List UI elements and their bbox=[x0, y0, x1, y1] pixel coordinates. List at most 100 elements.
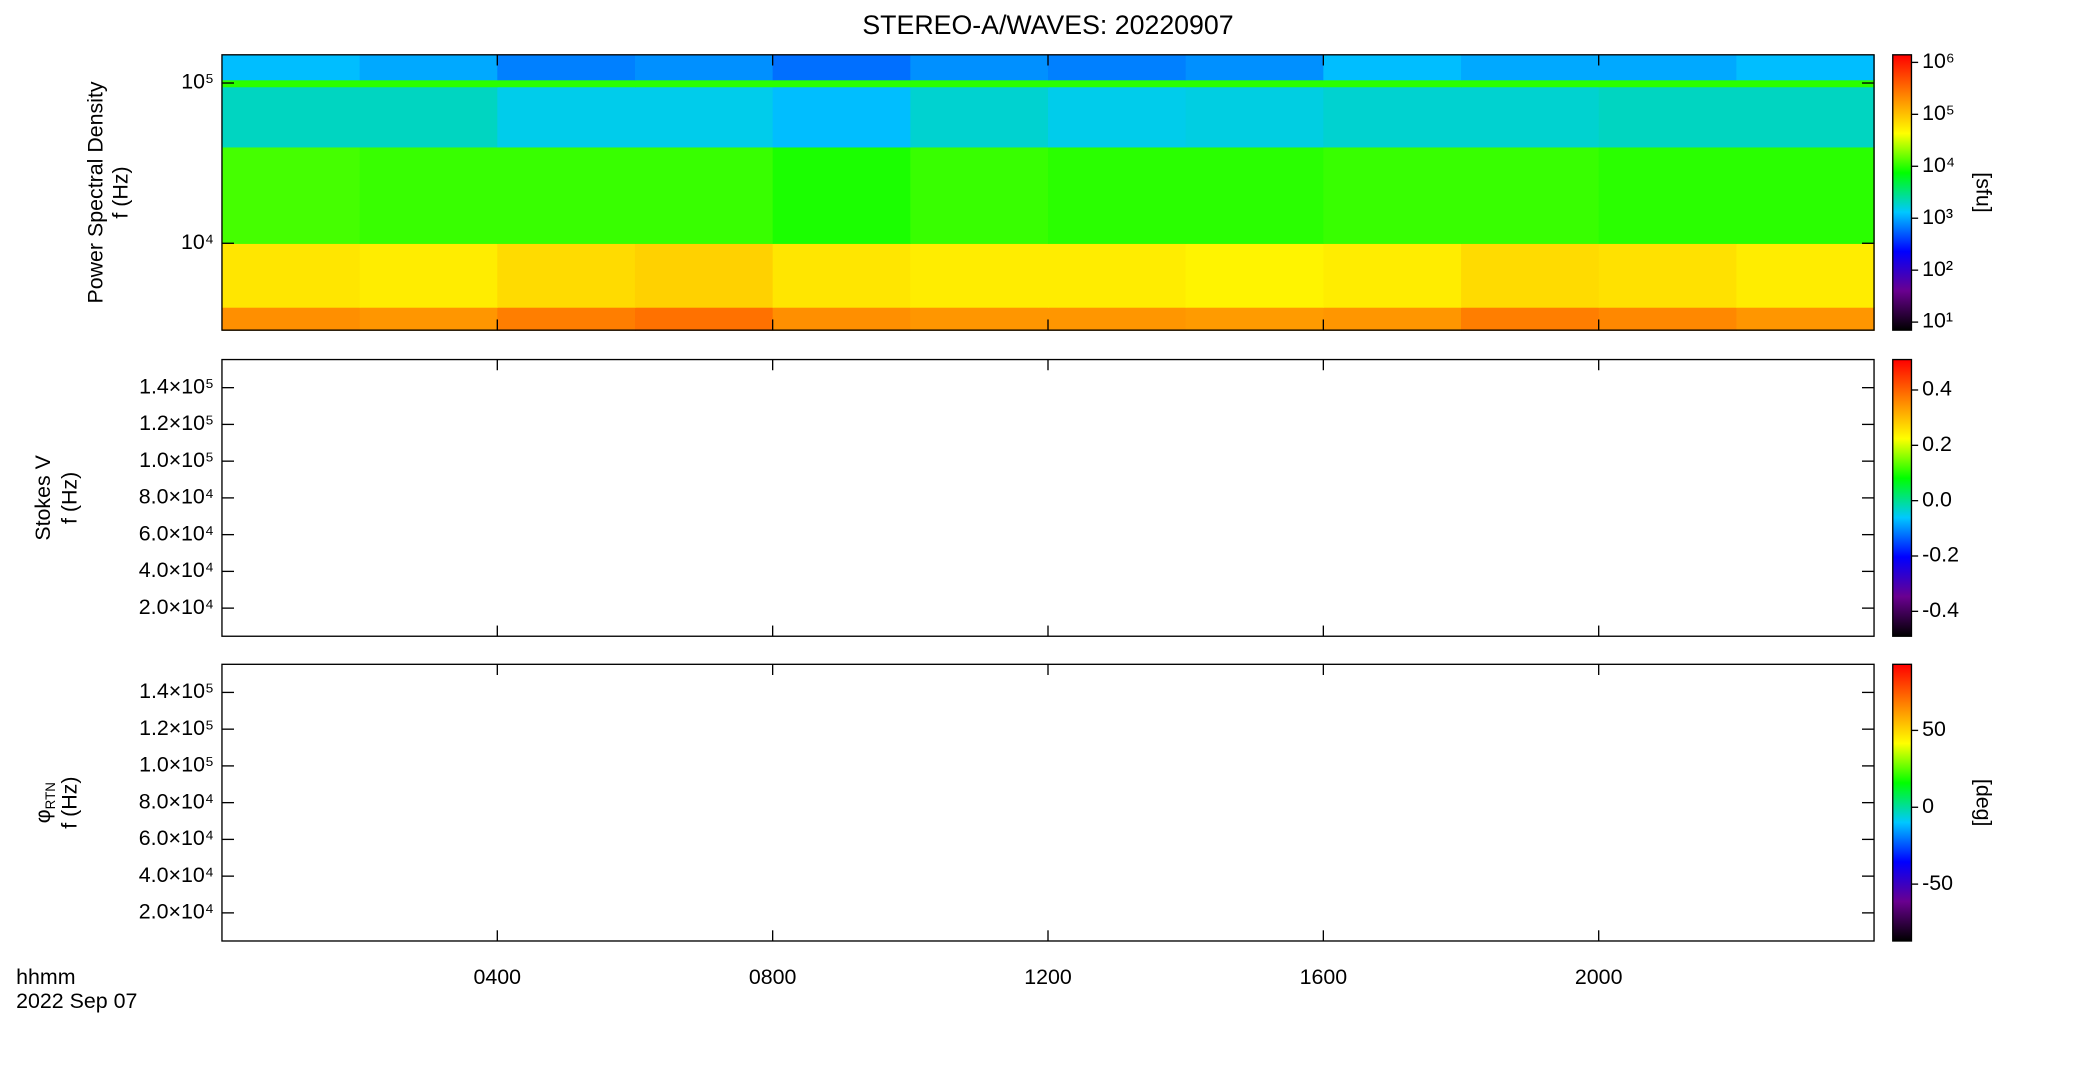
y-tick-label: 1.2×10⁵ bbox=[139, 716, 214, 740]
y-tick-label: 1.4×10⁵ bbox=[139, 679, 214, 703]
y-tick-label: 10⁵ bbox=[181, 70, 214, 94]
heatmap-cell bbox=[1736, 243, 1875, 308]
plot-frame bbox=[221, 663, 1875, 942]
colorbar-tick-label: 50 bbox=[1922, 717, 1946, 741]
x-tick-label: 1200 bbox=[1024, 965, 1072, 989]
heatmap-cell bbox=[910, 54, 1049, 81]
heatmap-cell bbox=[221, 79, 361, 88]
y-tick-label: 1.0×10⁵ bbox=[139, 753, 214, 777]
heatmap-cell bbox=[1598, 54, 1738, 81]
colorbar-tick-label: 0.2 bbox=[1922, 432, 1952, 456]
heatmap-cell bbox=[497, 243, 636, 308]
heatmap-cell bbox=[1185, 79, 1325, 88]
heatmap-cell bbox=[634, 79, 774, 88]
heatmap-cell bbox=[772, 307, 911, 331]
x-tick-label: 1600 bbox=[1300, 965, 1348, 989]
colorbar bbox=[1892, 54, 1913, 331]
heatmap-cell bbox=[1048, 146, 1187, 244]
y-axis-label: f (Hz) bbox=[58, 777, 82, 829]
y-axis-label-main: φ bbox=[31, 809, 55, 823]
heatmap-cell bbox=[221, 243, 361, 308]
heatmap-cell bbox=[1736, 307, 1875, 331]
heatmap-cell bbox=[221, 54, 361, 81]
heatmap-cell bbox=[1598, 243, 1738, 308]
plot-frame bbox=[221, 358, 1875, 637]
heatmap-cell bbox=[1598, 307, 1738, 331]
heatmap-cell bbox=[1736, 146, 1875, 244]
heatmap-cell bbox=[497, 54, 636, 81]
y-axis-label: f (Hz) bbox=[108, 166, 132, 218]
y-tick-label: 1.2×10⁵ bbox=[139, 411, 214, 435]
heatmap-cell bbox=[1461, 79, 1600, 88]
heatmap-cell bbox=[1185, 146, 1325, 244]
heatmap-cell bbox=[910, 307, 1049, 331]
heatmap-cell bbox=[1048, 54, 1187, 81]
heatmap-cell bbox=[221, 146, 361, 244]
y-tick-label: 10⁴ bbox=[181, 230, 214, 254]
colorbar-label: [sfu] bbox=[1972, 172, 1996, 212]
heatmap-cell bbox=[1598, 79, 1738, 88]
heatmap-cell bbox=[497, 86, 636, 148]
heatmap-cell bbox=[359, 54, 498, 81]
colorbar bbox=[1892, 358, 1913, 637]
heatmap-cell bbox=[1048, 243, 1187, 308]
y-tick-label: 1.4×10⁵ bbox=[139, 374, 214, 398]
heatmap-cell bbox=[1048, 307, 1187, 331]
x-tick-label: 0400 bbox=[474, 965, 522, 989]
y-tick-label: 4.0×10⁴ bbox=[139, 863, 214, 887]
heatmap-cell bbox=[1461, 146, 1600, 244]
heatmap-cell bbox=[1736, 54, 1875, 81]
y-axis-label: f (Hz) bbox=[58, 472, 82, 524]
chart-title: STEREO-A/WAVES: 20220907 bbox=[862, 10, 1233, 40]
heatmap-cell bbox=[497, 146, 636, 244]
colorbar-tick-label: -0.2 bbox=[1922, 543, 1959, 567]
colorbar-tick-label: 10³ bbox=[1922, 205, 1953, 229]
colorbar-tick-label: 0.4 bbox=[1922, 377, 1952, 401]
heatmap-cell bbox=[1323, 307, 1462, 331]
heatmap-cell bbox=[221, 86, 361, 148]
colorbar-tick-label: 10¹ bbox=[1922, 309, 1953, 333]
y-axis-label-main: Power Spectral Density bbox=[83, 81, 107, 303]
heatmap-cell bbox=[1461, 243, 1600, 308]
heatmap-cell bbox=[634, 307, 774, 331]
heatmap-cell bbox=[772, 146, 911, 244]
heatmap-cell bbox=[634, 146, 774, 244]
colorbar-tick-label: 10⁵ bbox=[1922, 101, 1955, 125]
x-tick-label: 2000 bbox=[1575, 965, 1623, 989]
y-axis-label: φRTN bbox=[31, 782, 58, 823]
colorbar-tick-label: -50 bbox=[1922, 871, 1953, 895]
y-tick-label: 4.0×10⁴ bbox=[139, 558, 214, 582]
colorbar-label: [deg] bbox=[1972, 779, 1996, 827]
y-axis-label-sub: RTN bbox=[42, 782, 57, 809]
x-tick-label: 0800 bbox=[749, 965, 797, 989]
heatmap-cell bbox=[1598, 146, 1738, 244]
heatmap-cell bbox=[359, 79, 498, 88]
heatmap-cell bbox=[772, 79, 911, 88]
y-axis-label: Stokes V bbox=[31, 454, 55, 540]
heatmap-cell bbox=[910, 146, 1049, 244]
heatmap-cell bbox=[359, 243, 498, 308]
heatmap-cell bbox=[634, 86, 774, 148]
x-axis-label: hhmm bbox=[16, 965, 75, 989]
heatmap-cell bbox=[634, 54, 774, 81]
heatmap-cell bbox=[1323, 86, 1462, 148]
y-axis-label-main: Stokes V bbox=[31, 454, 55, 540]
heatmap-cell bbox=[1323, 146, 1462, 244]
heatmap-cell bbox=[221, 307, 361, 331]
y-tick-label: 8.0×10⁴ bbox=[139, 485, 214, 509]
heatmap-cell bbox=[1048, 79, 1187, 88]
heatmap-cell bbox=[497, 307, 636, 331]
heatmap-cell bbox=[772, 243, 911, 308]
date-label: 2022 Sep 07 bbox=[16, 989, 137, 1013]
y-tick-label: 2.0×10⁴ bbox=[139, 900, 214, 924]
heatmap-cell bbox=[910, 79, 1049, 88]
y-tick-label: 1.0×10⁵ bbox=[139, 448, 214, 472]
y-tick-label: 6.0×10⁴ bbox=[139, 826, 214, 850]
colorbar-tick-label: 10⁴ bbox=[1922, 153, 1955, 177]
heatmap-cell bbox=[359, 146, 498, 244]
heatmap-cell bbox=[1185, 86, 1325, 148]
heatmap-cell bbox=[1736, 79, 1875, 88]
colorbar-tick-label: 0 bbox=[1922, 794, 1934, 818]
colorbar-tick-label: 10² bbox=[1922, 257, 1953, 281]
